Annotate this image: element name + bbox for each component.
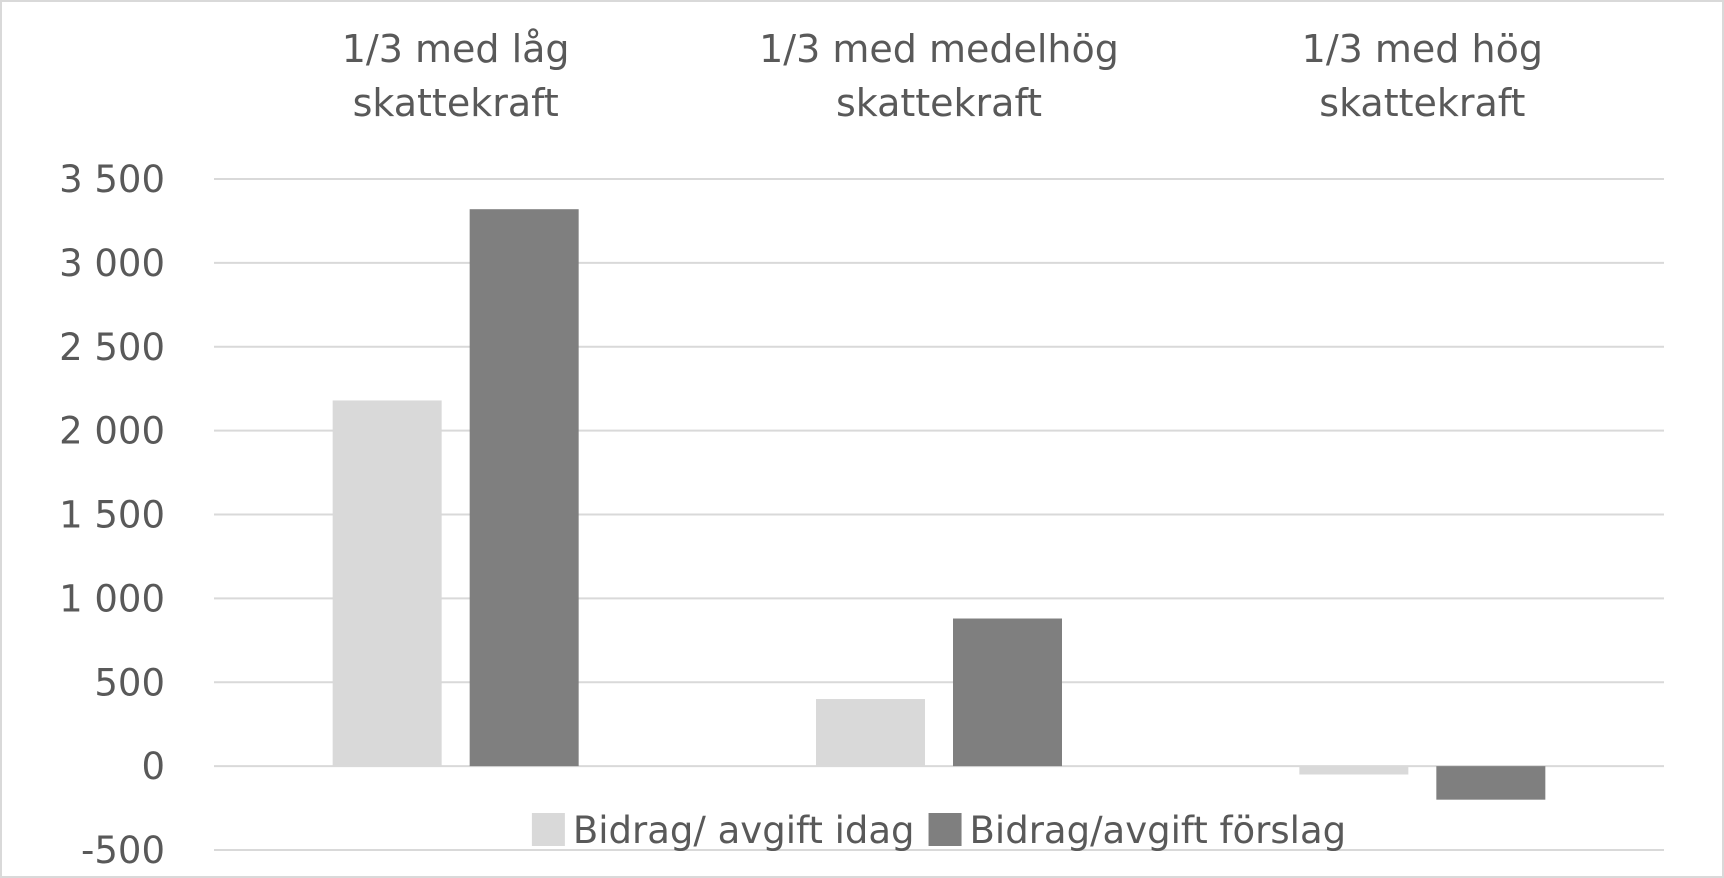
bar [1436,766,1546,800]
y-tick-label: -500 [81,829,165,872]
legend-swatch [928,813,962,846]
y-tick-label: 2 500 [59,326,165,369]
y-tick-label: 2 000 [59,410,165,453]
y-tick-label: 3 000 [59,242,165,285]
bar [469,209,579,767]
y-tick-label: 1 500 [59,494,165,537]
bar [953,618,1062,767]
bar [816,699,925,767]
bar [1299,766,1409,775]
legend-swatch [531,813,565,846]
bar [332,400,442,767]
category-label: 1/3 med medelhög skattekraft [759,27,1119,125]
y-tick-label: 0 [141,745,165,788]
legend-label: Bidrag/avgift förslag [970,809,1347,852]
y-tick-label: 500 [94,661,165,704]
category-label: 1/3 med låg skattekraft [341,27,570,125]
y-tick-label: 3 500 [59,158,165,201]
y-tick-label: 1 000 [59,577,165,620]
category-label: 1/3 med hög skattekraft [1301,27,1543,125]
legend-label: Bidrag/ avgift idag [573,809,915,852]
